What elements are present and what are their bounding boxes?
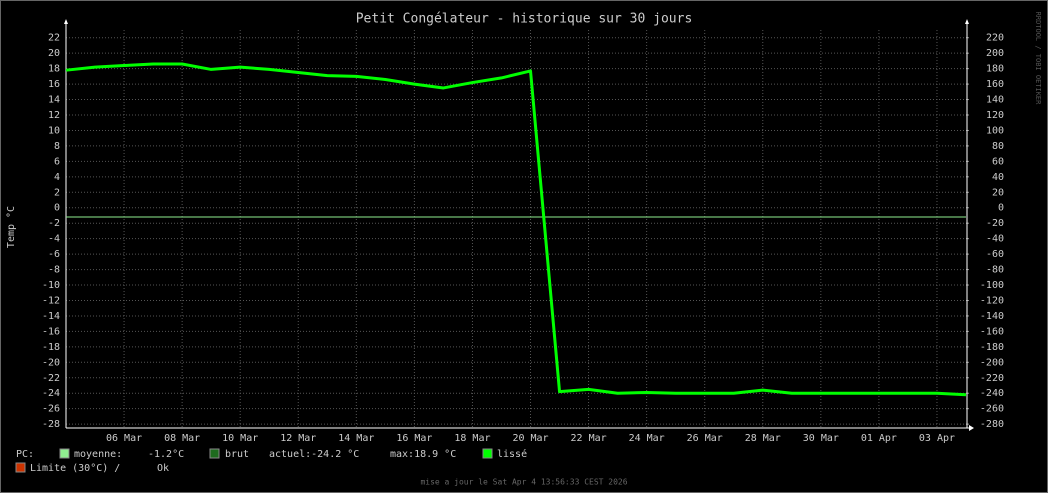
- x-tick-label: 12 Mar: [280, 433, 316, 444]
- y2-tick-label: -120: [980, 295, 1004, 306]
- y2-tick-label: 220: [986, 33, 1004, 44]
- y-tick-label: -28: [42, 419, 60, 430]
- y-tick-label: -2: [48, 218, 60, 229]
- data-line: [65, 62, 967, 397]
- y2-tick-label: -80: [986, 265, 1004, 276]
- x-tick-label: 14 Mar: [338, 433, 374, 444]
- y-tick-label: -6: [48, 249, 60, 260]
- y-tick-label: -10: [42, 280, 60, 291]
- x-tick-label: 18 Mar: [454, 433, 490, 444]
- y-tick-label: -12: [42, 295, 60, 306]
- y2-tick-label: -240: [980, 388, 1004, 399]
- y-tick-label: 2: [54, 187, 60, 198]
- x-tick-label: 20 Mar: [512, 433, 548, 444]
- y2-tick-label: -200: [980, 357, 1004, 368]
- y2-tick-label: 20: [992, 187, 1004, 198]
- x-tick-label: 16 Mar: [396, 433, 432, 444]
- x-tick-label: 03 Apr: [919, 433, 955, 444]
- y-tick-label: -8: [48, 265, 60, 276]
- y-tick-label: 6: [54, 156, 60, 167]
- y2-tick-label: -160: [980, 326, 1004, 337]
- x-tick-label: 26 Mar: [687, 433, 723, 444]
- y-tick-label: -22: [42, 373, 60, 384]
- y2-tick-label: 120: [986, 110, 1004, 121]
- x-tick-label: 22 Mar: [571, 433, 607, 444]
- y-axis-label: Temp °C: [6, 206, 17, 248]
- y2-tick-label: 160: [986, 79, 1004, 90]
- y2-tick-label: -100: [980, 280, 1004, 291]
- y-tick-label: 4: [54, 172, 60, 183]
- legend-label: brut: [225, 449, 249, 460]
- y2-tick-label: 80: [992, 141, 1004, 152]
- y-tick-label: 14: [48, 95, 60, 106]
- y2-tick-label: -60: [986, 249, 1004, 260]
- legend-label: Limite (30°C) /: [30, 463, 120, 474]
- legend-value: actuel:-24.2 °C: [269, 449, 359, 460]
- y2-tick-label: 180: [986, 64, 1004, 75]
- x-tick-label: 30 Mar: [803, 433, 839, 444]
- legend-swatch: [482, 448, 493, 459]
- legend-value: max:18.9 °C: [390, 449, 456, 460]
- y2-tick-label: 200: [986, 48, 1004, 59]
- x-tick-label: 24 Mar: [629, 433, 665, 444]
- watermark: RRDTOOL / TOBI OETIKER: [1034, 12, 1042, 106]
- y-tick-label: 0: [54, 203, 60, 214]
- legend-swatch: [15, 462, 26, 473]
- legend-prefix: PC:: [16, 449, 34, 460]
- y2-tick-label: 140: [986, 95, 1004, 106]
- y-tick-label: -16: [42, 326, 60, 337]
- y2-tick-label: -40: [986, 234, 1004, 245]
- legend-label: moyenne:: [74, 449, 122, 460]
- y-tick-label: -20: [42, 357, 60, 368]
- y-tick-label: 22: [48, 33, 60, 44]
- footer: mise a jour le Sat Apr 4 13:56:33 CEST 2…: [420, 478, 627, 487]
- y2-tick-label: -20: [986, 218, 1004, 229]
- y2-tick-label: 40: [992, 172, 1004, 183]
- y2-tick-label: -220: [980, 373, 1004, 384]
- y-tick-label: 20: [48, 48, 60, 59]
- y-tick-label: 12: [48, 110, 60, 121]
- y-tick-label: -18: [42, 342, 60, 353]
- y2-tick-label: 60: [992, 156, 1004, 167]
- y-tick-label: 8: [54, 141, 60, 152]
- y-tick-label: -4: [48, 234, 60, 245]
- y2-tick-label: -180: [980, 342, 1004, 353]
- y2-tick-label: -280: [980, 419, 1004, 430]
- legend-value: Ok: [157, 463, 169, 474]
- y2-tick-label: -260: [980, 404, 1004, 415]
- x-tick-label: 01 Apr: [861, 433, 897, 444]
- y-tick-label: 16: [48, 79, 60, 90]
- axis-arrow: [965, 19, 969, 24]
- legend-label: lissé: [497, 448, 527, 460]
- y-tick-label: -14: [42, 311, 60, 322]
- legend-value: -1.2°C: [148, 449, 184, 460]
- y-tick-label: -26: [42, 404, 60, 415]
- axis-arrow: [969, 425, 974, 431]
- chart-title: Petit Congélateur - historique sur 30 jo…: [356, 12, 693, 27]
- y-tick-label: 18: [48, 64, 60, 75]
- y2-tick-label: 100: [986, 125, 1004, 136]
- legend-swatch: [59, 448, 70, 459]
- y-tick-label: 10: [48, 125, 60, 136]
- y2-tick-label: 0: [998, 203, 1004, 214]
- legend-swatch: [209, 448, 220, 459]
- y-tick-label: -24: [42, 388, 60, 399]
- axis-arrow: [64, 19, 68, 24]
- x-tick-label: 10 Mar: [222, 433, 258, 444]
- x-tick-label: 08 Mar: [164, 433, 200, 444]
- x-tick-label: 06 Mar: [106, 433, 142, 444]
- y2-tick-label: -140: [980, 311, 1004, 322]
- x-tick-label: 28 Mar: [745, 433, 781, 444]
